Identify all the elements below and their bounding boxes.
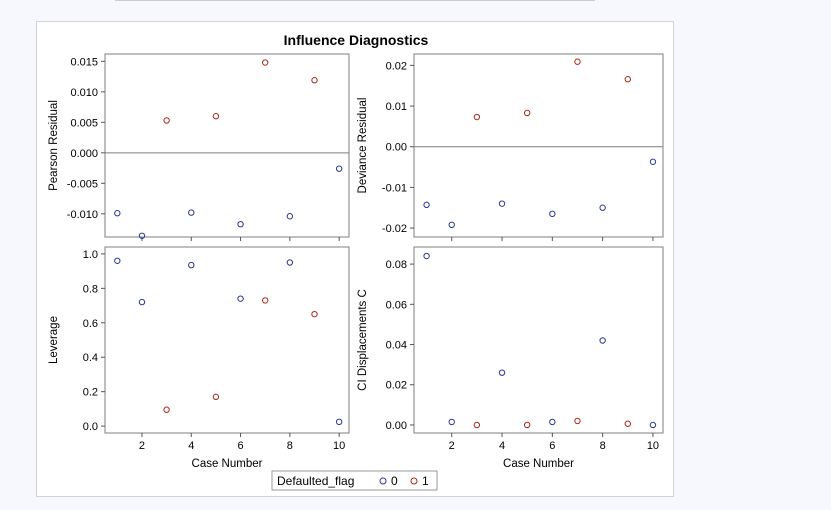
data-point-pearson [138, 232, 146, 239]
data-point-leverage [286, 259, 294, 266]
data-point-leverage [262, 297, 269, 304]
data-point-leverage [237, 295, 244, 302]
data-point-leverage [188, 261, 195, 269]
y-tick-label-pearson: 0.010 [70, 87, 98, 99]
data-point-pearson [311, 77, 318, 84]
y-tick-label-deviance: -0.01 [382, 182, 407, 194]
y-axis-label-leverage: Leverage [48, 316, 60, 364]
y-tick-label-ci: 0.08 [386, 259, 407, 271]
x-tick-label-ci: 6 [549, 440, 555, 452]
data-point-ci [549, 418, 556, 426]
panel-ci: 0.00 0.02 0.04 0.06 0.08 2 4 6 8 10 CI Displacemen… [357, 246, 664, 470]
x-tick-label-leverage: 10 [333, 440, 345, 452]
data-point-ci [523, 421, 531, 429]
data-point-ci [574, 417, 581, 425]
y-tick-label-ci: 0.04 [386, 340, 407, 352]
data-point-pearson [286, 213, 294, 220]
panel-frame-deviance [413, 53, 664, 238]
y-tick-label-leverage: 0.2 [83, 387, 98, 399]
data-point-pearson [212, 113, 220, 120]
panel-frame-ci [413, 246, 664, 434]
x-axis-label-leverage: Case Number [192, 458, 263, 470]
chart-title: Influence Diagnostics [284, 32, 429, 48]
x-axis-label-ci: Case Number [503, 458, 574, 470]
data-point-deviance [574, 58, 581, 65]
y-tick-label-pearson: 0.015 [70, 56, 98, 68]
y-tick-label-deviance: -0.02 [382, 223, 407, 235]
y-tick-label-pearson: 0.000 [70, 148, 98, 160]
data-point-pearson [237, 220, 244, 228]
data-point-leverage [138, 298, 146, 306]
data-point-ci [498, 369, 506, 376]
data-point-deviance [549, 210, 556, 218]
panel-frame-pearson [104, 53, 350, 238]
panel-frame-leverage [104, 246, 350, 434]
panel-pearson: -0.010 -0.005 0.000 0.005 0.010 0.015 Pearson … [48, 53, 350, 241]
data-point-deviance [649, 158, 657, 165]
y-axis-label-pearson: Pearson Residual [48, 100, 60, 191]
y-tick-label-leverage: 0.4 [83, 352, 98, 364]
data-point-leverage [163, 406, 170, 413]
legend-marker-1 [410, 477, 418, 485]
y-tick-label-leverage: 1.0 [83, 249, 98, 261]
data-point-ci [599, 337, 606, 344]
y-tick-label-pearson: -0.010 [67, 209, 98, 221]
x-tick-label-ci: 4 [499, 440, 505, 452]
data-point-leverage [335, 418, 343, 426]
y-tick-label-deviance: 0.01 [386, 101, 407, 113]
x-tick-label-leverage: 4 [188, 440, 194, 452]
legend-label-0: 0 [391, 474, 398, 488]
data-point-deviance [624, 76, 631, 83]
data-point-deviance [448, 221, 455, 229]
x-tick-label-ci: 8 [600, 440, 606, 452]
legend-box [271, 470, 438, 491]
y-tick-label-pearson: -0.005 [67, 178, 98, 190]
panel-leverage: 0.0 0.2 0.4 0.6 0.8 1.0 2 4 6 8 10 Leverage Case Num… [48, 246, 350, 470]
data-point-deviance [423, 201, 430, 209]
y-tick-label-leverage: 0.8 [83, 283, 98, 295]
top-rule [115, 0, 595, 1]
x-tick-label-ci: 2 [449, 440, 455, 452]
x-tick-label-leverage: 2 [139, 440, 145, 452]
data-point-pearson [114, 210, 121, 217]
panel-deviance: -0.02 -0.01 0.00 0.01 0.02 Deviance Residual [357, 53, 664, 241]
data-point-leverage [212, 393, 220, 401]
data-point-pearson [262, 59, 269, 66]
legend: Defaulted_flag 0 1 [271, 470, 438, 491]
y-axis-label-deviance: Deviance Residual [357, 98, 369, 194]
data-point-ci [624, 420, 631, 427]
y-tick-label-pearson: 0.005 [70, 117, 98, 129]
legend-title: Defaulted_flag [277, 474, 354, 488]
data-point-ci [423, 252, 430, 260]
panels-group: -0.010-0.0050.0000.0050.0100.015Pearson … [48, 53, 664, 470]
legend-marker-0 [379, 477, 387, 485]
x-tick-label-leverage: 8 [287, 440, 293, 452]
y-tick-label-ci: 0.02 [386, 380, 407, 392]
data-point-deviance [599, 204, 606, 211]
data-point-ci [473, 421, 481, 429]
y-tick-label-leverage: 0.0 [83, 421, 98, 433]
data-point-leverage [114, 257, 121, 264]
y-axis-label-ci: CI Displacements C [357, 289, 369, 391]
data-point-ci [448, 418, 455, 426]
data-point-pearson [335, 165, 343, 172]
x-tick-label-leverage: 6 [237, 440, 243, 452]
data-point-leverage [311, 310, 318, 318]
y-tick-label-leverage: 0.6 [83, 318, 98, 330]
data-point-deviance [473, 113, 481, 121]
y-tick-label-deviance: 0.00 [386, 142, 407, 154]
x-tick-label-ci: 10 [647, 440, 659, 452]
data-point-pearson [163, 117, 170, 124]
legend-label-1: 1 [422, 474, 429, 488]
data-point-deviance [498, 200, 506, 207]
data-point-ci [649, 421, 657, 429]
data-point-deviance [523, 109, 531, 117]
y-tick-label-deviance: 0.02 [386, 60, 407, 72]
y-tick-label-ci: 0.00 [386, 420, 407, 432]
data-point-pearson [188, 209, 195, 216]
y-tick-label-ci: 0.06 [386, 299, 407, 311]
